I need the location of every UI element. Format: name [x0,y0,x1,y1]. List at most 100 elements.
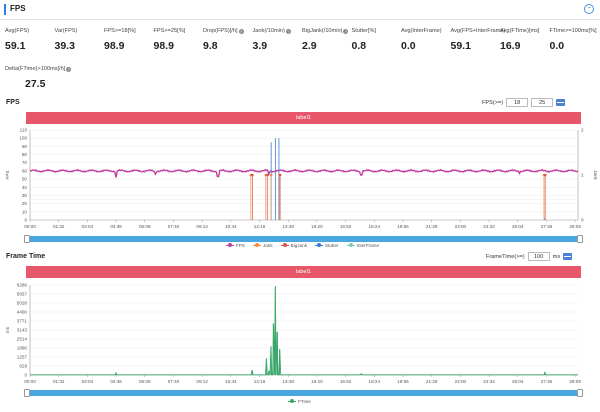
fps-legend-item-interframe[interactable]: InterFrame [346,243,379,248]
y-tick-label: 20 [22,201,28,206]
metric-12: Delta(FTime)>100ms[/h]? 27.5 [5,66,71,90]
x-tick-label: 10:44 [225,224,237,229]
metric-value: 39.3 [54,40,75,52]
legend-label: FPS [236,243,245,248]
y-tick-label: 5657 [17,292,28,297]
help-icon[interactable]: ? [66,66,71,72]
x-tick-label: 07:40 [168,224,180,229]
metric-label-text: Avg(InterFrame) [401,28,442,34]
x-tick-label: 12:16 [254,379,266,384]
x-tick-label: 09:12 [196,379,208,384]
metric-0: Avg(FPS) 59.1 [5,28,71,52]
fps-legend-item-stutter[interactable]: Stutter [315,243,339,248]
bigjank-marker [543,173,547,177]
metric-1: Var(FPS) 39.3 [55,28,121,52]
metric-label: FTime>=100ms[%] [550,28,600,34]
help-icon[interactable]: ? [285,28,291,34]
y2-tick-label: 2 [581,128,584,133]
y-tick-label: 40 [22,185,28,190]
metric-9: Avg(FPS+InterFrame) 59.1 [451,28,517,52]
legend-swatch [315,243,323,248]
y2-axis-label: Jank [593,170,598,180]
x-tick-label: 29:08 [569,379,581,384]
ftime-threshold-input[interactable] [527,252,550,261]
metric-7: Stutter[%] 0.8 [352,28,418,52]
x-tick-label: 03:04 [82,379,94,384]
x-tick-label: 21:28 [426,379,438,384]
metric-label-text: Var(FPS) [54,28,78,34]
fps-legend-item-bigjank[interactable]: BigJank [280,243,307,248]
header-accent [4,4,6,15]
y-tick-label: 80 [22,152,28,157]
x-tick-label: 00:00 [24,224,36,229]
x-tick-label: 09:12 [196,224,208,229]
ftime-range-handle-right[interactable] [577,389,583,397]
x-tick-label: 23:00 [455,379,467,384]
fps-legend-item-fps[interactable]: FPS [226,243,245,248]
x-tick-label: 24:32 [483,379,495,384]
metric-label: Avg(InterFrame) [401,28,467,34]
help-icon[interactable]: ? [343,28,349,34]
legend-swatch [346,243,355,248]
metric-label: FPS>=25[%] [154,28,220,34]
y-tick-label: 3143 [17,328,28,333]
legend-label: BigJank [290,243,307,248]
chart-settings-icon[interactable] [556,99,566,106]
fps-threshold-input-1[interactable] [506,98,529,107]
y-tick-label: 2514 [17,337,28,342]
metric-label: Avg(FPS) [5,28,71,34]
y-axis-label: ms [5,326,10,333]
ftime-range-slider[interactable] [24,389,583,397]
metric-8: Avg(InterFrame) 0.0 [401,28,467,52]
fps-threshold-input-2[interactable] [531,98,554,107]
fps-range-handle-right[interactable] [577,235,583,243]
y-tick-label: 60 [22,168,28,173]
y2-tick-label: 1 [581,173,584,178]
y-tick-label: 6286 [17,283,28,288]
metric-label-text: BigJank(/10min) [302,28,343,34]
fps-range-slider[interactable] [24,235,583,243]
y-tick-label: 629 [19,364,27,369]
metric-label-text: Stutter[%] [351,28,377,34]
ftime-threshold-label: FrameTime(>=) [486,253,525,260]
ftime-chart: 0 629 1257 1886 2514 3143 3771 4400 5028 5657 6286… [5,283,581,385]
metric-label-text: Avg(FPS+InterFrame) [450,28,506,34]
x-tick-label: 29:08 [569,224,581,229]
ftime-legend-item-ftime[interactable]: FTime [288,399,311,404]
x-tick-label: 23:00 [455,224,467,229]
metric-label-text: Avg(FTime)[ms] [500,28,540,34]
bigjank-marker [265,173,269,177]
x-tick-label: 13:48 [282,379,294,384]
metric-value: 16.9 [500,40,521,52]
fps-legend-item-jank[interactable]: Jank [252,243,273,248]
collapse-toggle-icon[interactable]: − [584,4,594,14]
chart-settings-icon[interactable] [563,253,573,260]
x-tick-label: 18:24 [369,224,381,229]
x-tick-label: 24:32 [483,224,495,229]
x-tick-label: 26:04 [512,379,524,384]
legend-label: Jank [262,243,273,248]
x-tick-label: 00:00 [24,379,36,384]
x-tick-label: 27:36 [541,224,553,229]
fps-series-line [29,168,579,178]
ftime-unit-label: ms [552,253,561,260]
metric-4: Drop(FPS)[/h]? 9.8 [203,28,269,52]
ftime-range-handle-left[interactable] [24,389,30,397]
metric-2: FPS>=18[%] 98.9 [104,28,170,52]
metric-label-text: Avg(FPS) [5,28,30,34]
fps-range-handle-left[interactable] [24,235,30,243]
metric-label: Avg(FPS+InterFrame) [451,28,517,34]
y-tick-label: 1257 [17,355,28,360]
ftime-threshold-controls: FrameTime(>=) ms [486,252,573,261]
help-icon[interactable]: ? [238,28,244,34]
metric-value: 0.8 [351,40,367,52]
ftime-series-line [30,286,578,376]
y-axis-label: FPS [5,171,10,180]
y-tick-label: 1886 [17,346,28,351]
x-tick-label: 16:52 [340,224,352,229]
metric-5: Jank(/10min)? 3.9 [253,28,319,52]
x-tick-label: 04:36 [110,224,122,229]
metric-label-text: FPS>=25[%] [153,28,186,34]
metric-label-text: Drop(FPS)[/h] [203,28,238,34]
